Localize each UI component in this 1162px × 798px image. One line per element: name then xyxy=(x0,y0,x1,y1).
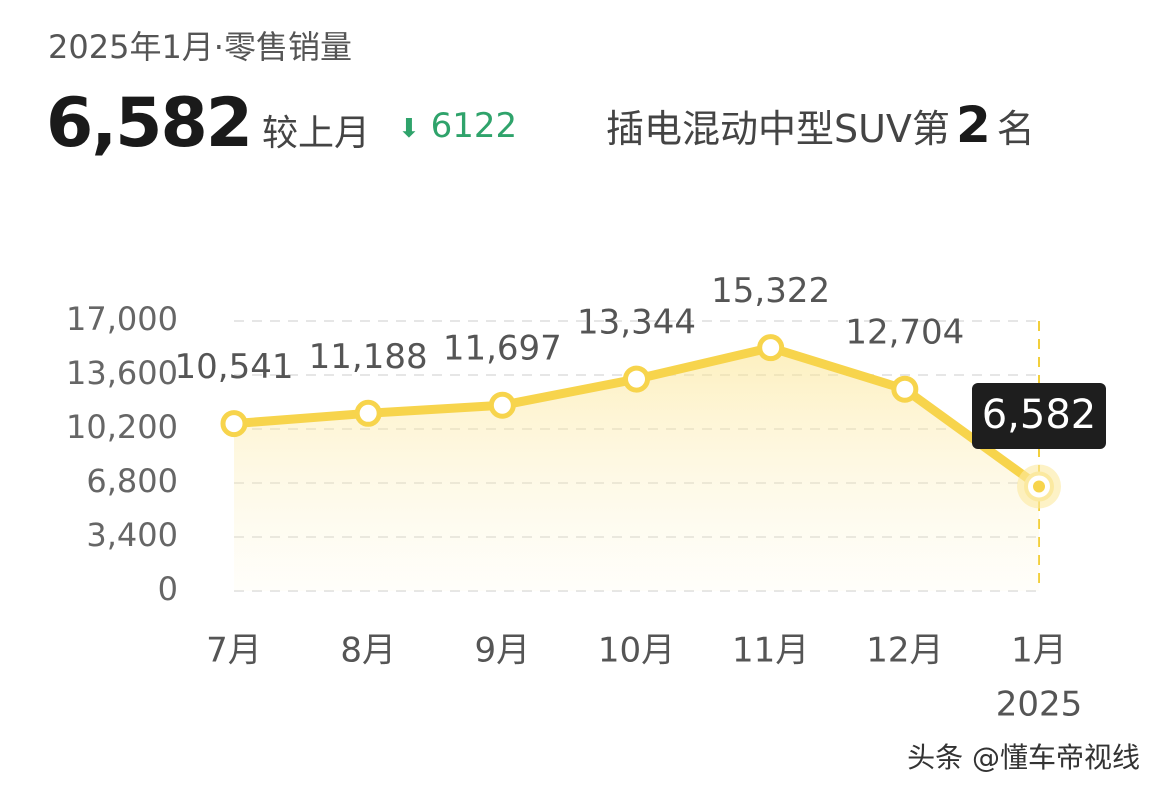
value-label: 15,322 xyxy=(711,271,830,311)
point-dot xyxy=(1033,480,1045,493)
point xyxy=(488,391,516,419)
x-tick-label: 8月 xyxy=(340,631,396,671)
change: ⬇ 6122 xyxy=(398,106,517,146)
rank-prefix: 插电混动中型SUV第 xyxy=(606,107,950,151)
point xyxy=(220,410,248,438)
period: 2025年1月·零售销量 xyxy=(48,28,352,66)
y-tick-label: 3,400 xyxy=(86,516,178,554)
x-year-label: 2025 xyxy=(996,685,1083,725)
watermark: 头条 @懂车帝视线 xyxy=(907,741,1140,774)
change-value: 6122 xyxy=(430,106,518,146)
down-arrow: ⬇ xyxy=(398,114,420,144)
x-tick-label: 12月 xyxy=(866,631,943,671)
tooltip-box xyxy=(972,383,1106,449)
value-label: 11,697 xyxy=(443,329,562,369)
value-label: 10,541 xyxy=(175,347,294,387)
y-tick-label: 17,000 xyxy=(66,300,178,338)
rank-value: 2 xyxy=(955,96,991,154)
x-tick-label: 9月 xyxy=(475,631,531,671)
x-tick-label: 1月 xyxy=(1011,631,1067,671)
value-label: 12,704 xyxy=(845,313,964,353)
value-label: 13,344 xyxy=(577,303,696,343)
rank: 插电混动中型SUV第 2 名 xyxy=(606,96,1035,154)
x-tick-label: 11月 xyxy=(732,631,809,671)
y-tick-label: 13,600 xyxy=(66,354,178,392)
y-tick-label: 0 xyxy=(158,570,178,608)
point xyxy=(623,365,650,393)
y-tick-label: 6,800 xyxy=(86,462,178,500)
x-tick-label: 10月 xyxy=(598,631,675,671)
tooltip-label: 6,582 xyxy=(982,392,1097,438)
point xyxy=(354,399,382,427)
sales-value: 6,582 xyxy=(46,84,253,163)
point xyxy=(757,334,785,362)
compare-label: 较上月 xyxy=(262,113,371,154)
point xyxy=(891,375,919,403)
area xyxy=(234,347,1039,591)
y-tick-label: 10,200 xyxy=(66,408,178,446)
value-label: 11,188 xyxy=(309,337,428,377)
rank-suffix: 名 xyxy=(996,107,1035,151)
x-tick-label: 7月 xyxy=(206,631,262,671)
